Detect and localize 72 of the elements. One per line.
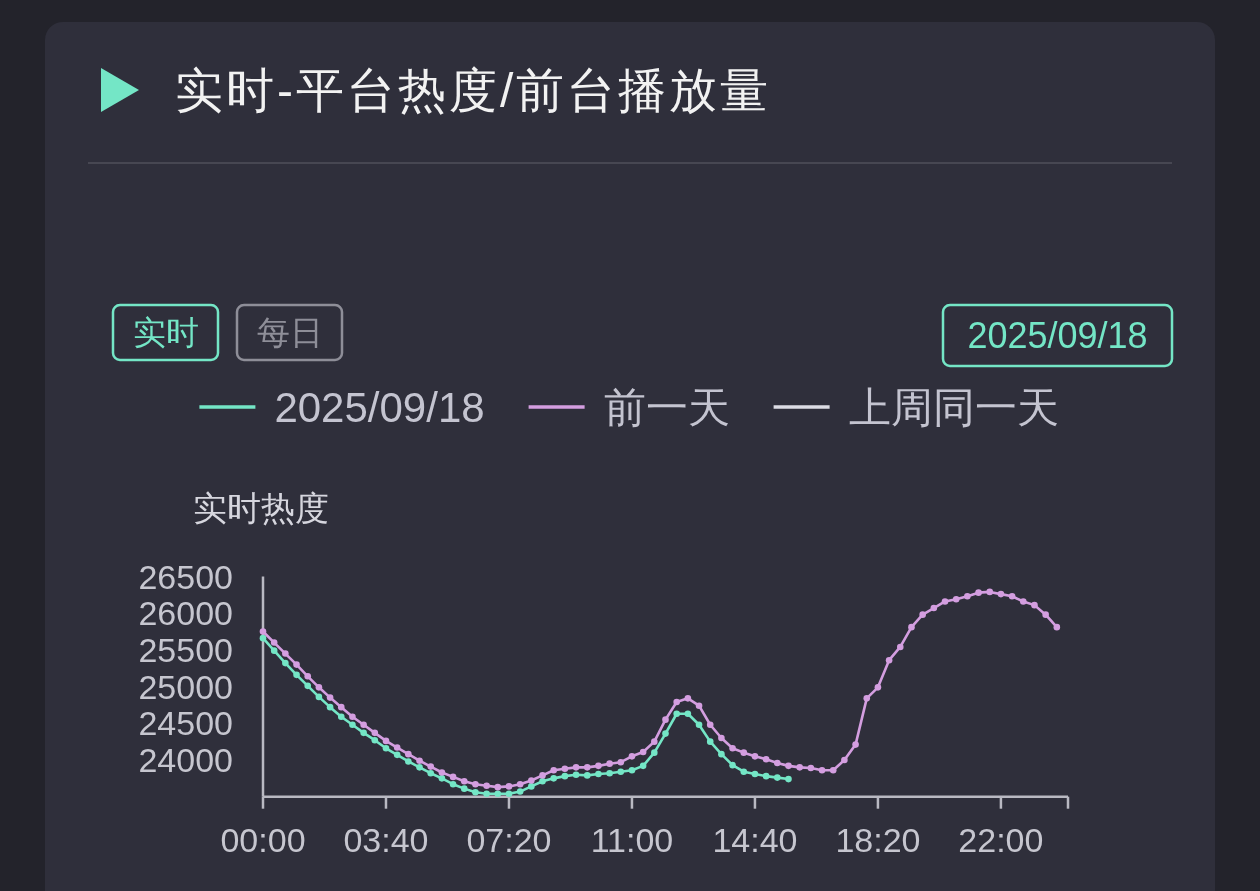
button: 每日 — [235, 303, 344, 362]
point — [561, 772, 569, 780]
point — [438, 775, 446, 782]
point — [416, 764, 423, 771]
point — [483, 790, 490, 798]
point — [751, 770, 759, 778]
point — [706, 738, 714, 745]
legend-label: 2025/09/18 — [274, 383, 485, 431]
legend-item: 上周同一天 — [773, 383, 1059, 431]
point — [494, 790, 502, 798]
y-tick-label: 25500 — [138, 630, 233, 669]
point — [460, 785, 468, 792]
y-axis-title: 实时热度 — [193, 489, 329, 527]
title: 实时-平台热度/前台播放量 — [175, 64, 772, 117]
point — [315, 693, 323, 701]
point — [382, 744, 390, 752]
y-tick-label: 24500 — [138, 704, 233, 743]
point — [528, 783, 535, 790]
point — [695, 721, 703, 729]
point — [718, 750, 725, 758]
point — [371, 736, 379, 744]
point — [472, 789, 479, 796]
point — [270, 647, 278, 654]
point — [762, 772, 770, 780]
point — [405, 758, 412, 765]
x-tick-label: 07:20 — [466, 821, 552, 859]
point — [639, 762, 647, 770]
point — [539, 777, 546, 785]
y-tick-label: 25000 — [138, 667, 233, 706]
point — [662, 730, 669, 737]
point — [360, 729, 367, 737]
point — [259, 634, 267, 642]
x-tick-label: 18:20 — [835, 821, 921, 859]
point — [393, 751, 401, 759]
x-tick-label: 00:00 — [220, 821, 306, 859]
point — [282, 659, 289, 667]
point — [427, 769, 435, 777]
point — [606, 769, 613, 777]
point — [673, 710, 680, 718]
point — [785, 775, 792, 783]
point — [326, 703, 334, 711]
button: 实时 — [111, 303, 220, 362]
point — [293, 671, 300, 679]
point — [684, 710, 692, 718]
point — [583, 772, 591, 779]
point — [349, 721, 356, 729]
x-tick-label: 14:40 — [712, 821, 798, 859]
point — [304, 682, 312, 690]
x-tick-label: 22:00 — [958, 821, 1044, 859]
x-tick-label: 11:00 — [590, 821, 674, 859]
legend-label: 前一天 — [603, 383, 730, 431]
point — [337, 713, 345, 720]
point — [740, 768, 748, 776]
button: 2025/09/18 — [941, 303, 1174, 368]
point — [516, 788, 524, 795]
point — [449, 780, 457, 788]
point — [774, 774, 781, 781]
point — [505, 790, 513, 798]
x-tick-label: 03:40 — [343, 821, 429, 859]
legend-item: 前一天 — [528, 383, 730, 431]
y-tick-label: 24000 — [138, 741, 233, 779]
point — [572, 771, 580, 778]
point — [651, 749, 658, 756]
legend-item: 2025/09/18 — [199, 383, 485, 431]
point — [729, 761, 736, 769]
point — [595, 770, 602, 778]
y-tick-label: 26000 — [138, 594, 233, 633]
point — [550, 775, 557, 782]
y-tick-label: 26500 — [138, 557, 233, 596]
point — [617, 768, 625, 776]
legend-label: 上周同一天 — [848, 383, 1059, 431]
point — [628, 766, 636, 774]
